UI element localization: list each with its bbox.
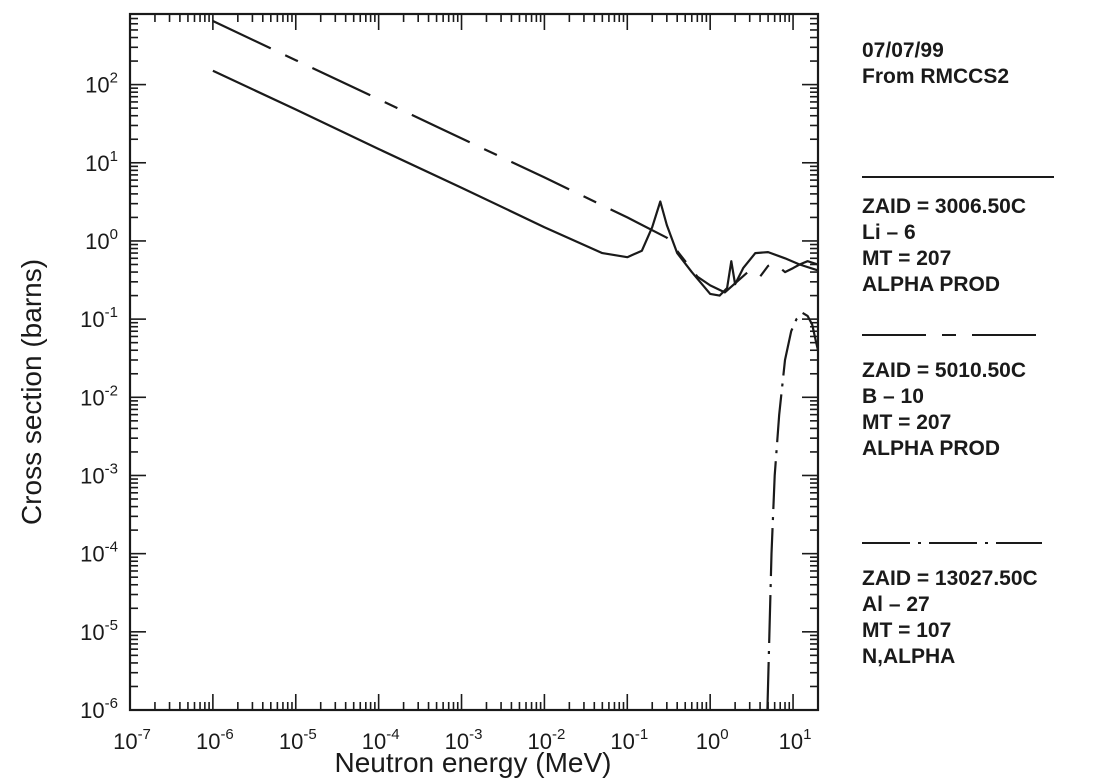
legend-entry-3-nuclide: Al – 27 — [862, 593, 930, 616]
y-tick-label: 101 — [85, 148, 118, 176]
y-tick-label: 10-5 — [80, 617, 118, 645]
legend-entry-2-mt: MT = 207 — [862, 411, 952, 434]
legend-entry-2-nuclide: B – 10 — [862, 385, 924, 408]
y-tick-label: 10-1 — [80, 304, 118, 332]
y-tick-label: 10-2 — [80, 382, 118, 410]
legend-entry-1-nuclide: Li – 6 — [862, 221, 916, 244]
x-tick-label: 10-5 — [279, 726, 317, 754]
tick-labels-layer: 10-7 10-6 10-5 10-4 10-3 10-2 10-1 100 101 10-6 10… — [80, 70, 811, 754]
y-axis-label: Cross section (barns) — [16, 259, 47, 525]
series-line-3 — [766, 311, 820, 711]
x-tick-label: 10-2 — [527, 726, 565, 754]
series-line-1 — [212, 69, 819, 297]
legend-line-long-dash-dot — [862, 334, 1052, 336]
series-line-2 — [212, 20, 819, 294]
x-tick-label: 10-1 — [610, 726, 648, 754]
legend-date: 07/07/99 — [862, 39, 944, 62]
x-tick-label: 101 — [779, 726, 812, 754]
x-tick-label: 10-3 — [445, 726, 483, 754]
legend-entry-3-zaid: ZAID = 13027.50C — [862, 567, 1038, 590]
x-axis-label: Neutron energy (MeV) — [334, 747, 611, 778]
legend-entry-2-reaction: ALPHA PROD — [862, 437, 1001, 460]
legend-panel: 07/07/99 From RMCCS2 ZAID = 3006.50C Li … — [862, 0, 1103, 783]
y-tick-label: 10-3 — [80, 460, 118, 488]
series-layer — [212, 20, 820, 711]
y-tick-label: 100 — [85, 226, 118, 254]
axis-ticks-layer — [129, 13, 819, 711]
plot-frame — [128, 12, 820, 712]
x-tick-label: 10-7 — [113, 726, 151, 754]
x-tick-label: 100 — [696, 726, 729, 754]
y-tick-label: 10-4 — [80, 539, 118, 567]
legend-entry-3-reaction: N,ALPHA — [862, 645, 956, 668]
legend-entry-2-zaid: ZAID = 5010.50C — [862, 359, 1027, 382]
plot-frame-layer — [128, 12, 820, 712]
legend-entry-1-reaction: ALPHA PROD — [862, 273, 1001, 296]
legend-line-solid — [862, 176, 1054, 178]
legend-source: From RMCCS2 — [862, 65, 1010, 88]
x-tick-label: 10-6 — [196, 726, 234, 754]
legend-entry-1-zaid: ZAID = 3006.50C — [862, 195, 1027, 218]
y-tick-label: 10-6 — [80, 695, 118, 723]
y-tick-label: 102 — [85, 70, 118, 98]
legend-entry-1-mt: MT = 207 — [862, 247, 952, 270]
legend-entry-3-mt: MT = 107 — [862, 619, 952, 642]
x-tick-label: 10-4 — [362, 726, 400, 754]
legend-line-dash-dot — [862, 542, 1042, 544]
